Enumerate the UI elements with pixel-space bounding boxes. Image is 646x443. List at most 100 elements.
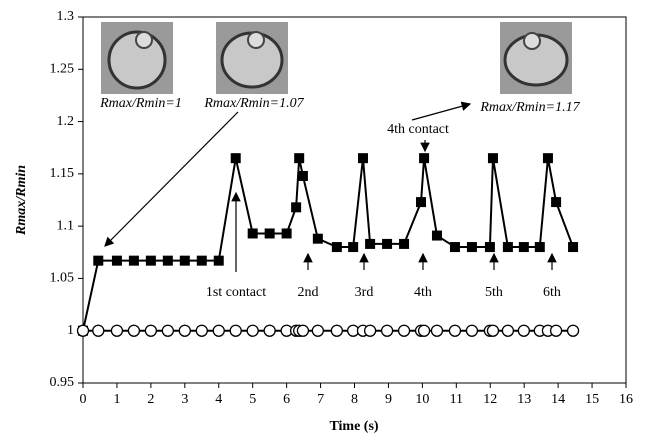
circle-marker	[178, 324, 191, 337]
square-marker	[162, 255, 173, 266]
square-marker	[419, 153, 430, 164]
arrows	[104, 101, 557, 272]
annotation: 4th	[414, 285, 432, 300]
circle-marker	[566, 324, 580, 337]
square-marker	[466, 242, 477, 253]
circle-marker	[229, 324, 242, 337]
circle-marker	[110, 324, 124, 337]
x-tick-label: 2	[147, 392, 154, 407]
square-marker	[534, 242, 545, 253]
square-marker	[294, 153, 305, 164]
annotation: 4th contact	[387, 122, 449, 137]
circle-marker	[465, 324, 479, 337]
droplet-image	[101, 22, 173, 94]
x-tick-label: 12	[483, 392, 497, 407]
circle-marker	[517, 324, 530, 337]
y-axis-label: Rmax/Rmin	[14, 165, 29, 236]
x-tick-label: 11	[450, 392, 463, 407]
circle-marker	[76, 324, 90, 337]
annotation: 5th	[485, 285, 503, 300]
square-marker	[449, 242, 460, 253]
square-marker	[502, 242, 513, 253]
annotation: Rmax/Rmin=1.17	[479, 100, 580, 115]
y-tick-label: 1.25	[50, 62, 75, 77]
circle-marker	[127, 324, 141, 337]
square-marker	[230, 153, 241, 164]
square-marker	[431, 230, 442, 241]
square-marker	[487, 153, 498, 164]
circle-marker	[380, 324, 394, 337]
square-marker	[93, 255, 104, 266]
square-marker	[382, 238, 393, 249]
square-marker	[542, 153, 553, 164]
x-tick-label: 5	[249, 392, 256, 407]
circle-marker	[195, 324, 208, 337]
circle-marker	[363, 324, 377, 337]
square-marker	[213, 255, 224, 266]
y-tick-label: 1.3	[57, 9, 75, 24]
circle-marker	[263, 324, 276, 337]
square-marker	[196, 255, 207, 266]
circle-marker	[397, 324, 411, 337]
square-marker	[264, 228, 275, 239]
circle-marker	[144, 324, 158, 337]
circle-marker	[430, 324, 444, 337]
x-tick-label: 4	[215, 392, 222, 407]
square-marker	[357, 153, 368, 164]
series-line	[82, 157, 574, 331]
annotation: Rmax/Rmin=1	[99, 96, 182, 111]
square-marker	[568, 242, 579, 253]
annotation: 1st contact	[206, 285, 266, 300]
circle-marker	[448, 324, 462, 337]
x-tick-label: 6	[283, 392, 290, 407]
x-tick-label: 15	[585, 392, 599, 407]
circle-marker	[330, 324, 344, 337]
annotation: 6th	[543, 285, 561, 300]
x-tick-label: 9	[385, 392, 392, 407]
square-marker	[312, 233, 323, 244]
circle-marker	[296, 324, 310, 337]
x-tick-label: 16	[619, 392, 633, 407]
square-marker	[291, 202, 302, 213]
square-marker	[416, 197, 427, 208]
annotation: Rmax/Rmin=1.07	[203, 96, 304, 111]
x-tick-label: 10	[415, 392, 429, 407]
x-tick-label: 8	[351, 392, 358, 407]
circle-marker	[417, 324, 431, 337]
square-marker	[348, 242, 359, 253]
circle-marker	[311, 324, 324, 337]
square-marker	[179, 255, 190, 266]
x-axis-label: Time (s)	[329, 419, 378, 434]
square-marker	[281, 228, 292, 239]
square-marker	[145, 255, 156, 266]
y-tick-label: 1.15	[50, 166, 75, 181]
square-marker	[331, 242, 342, 253]
x-tick-label: 13	[517, 392, 531, 407]
square-marker	[399, 238, 410, 249]
y-tick-label: 1	[67, 323, 74, 338]
square-marker	[551, 197, 562, 208]
annotation: 3rd	[355, 285, 374, 300]
x-tick-label: 7	[317, 392, 324, 407]
x-tick-label: 14	[551, 392, 565, 407]
circle-marker	[246, 324, 259, 337]
y-tick-label: 0.95	[50, 375, 75, 390]
y-tick-label: 1.2	[57, 114, 75, 129]
droplet-image	[500, 22, 572, 94]
circle-marker	[161, 324, 174, 337]
annotation: 2nd	[298, 285, 319, 300]
x-tick-label: 3	[181, 392, 188, 407]
square-marker	[297, 170, 308, 181]
square-marker	[128, 255, 139, 266]
droplet-image	[216, 22, 288, 94]
y-tick-label: 1.05	[50, 271, 75, 286]
circle-marker	[212, 324, 225, 337]
circle-marker	[549, 324, 563, 337]
circle-marker	[501, 324, 515, 337]
square-marker	[247, 228, 258, 239]
square-marker	[111, 255, 122, 266]
y-tick-label: 1.1	[57, 218, 75, 233]
x-tick-label: 0	[80, 392, 87, 407]
square-marker	[518, 242, 529, 253]
